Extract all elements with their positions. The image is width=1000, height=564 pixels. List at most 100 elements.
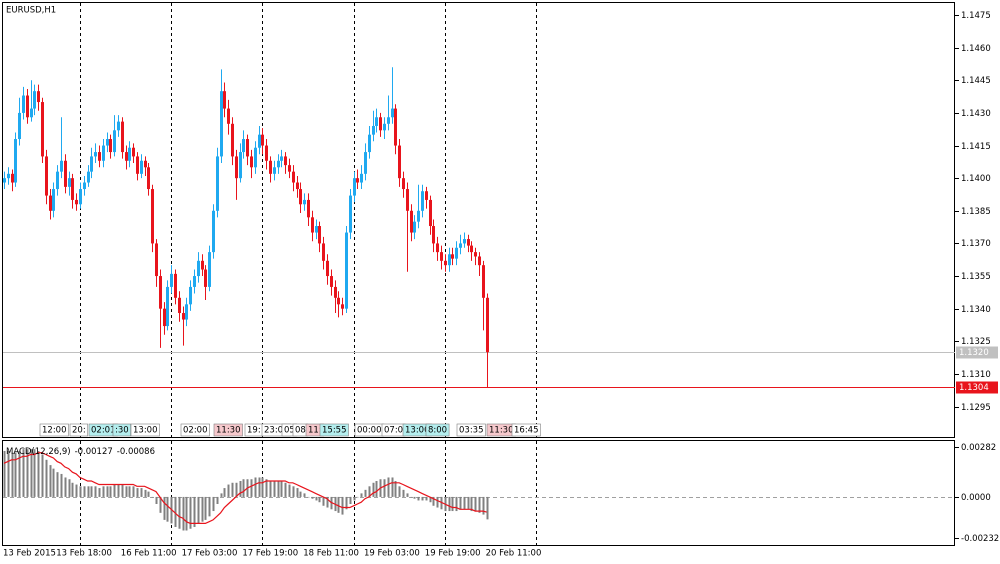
candle-body [296, 182, 299, 190]
macd-bar [303, 493, 306, 497]
candle-body [140, 160, 143, 174]
macd-bar [277, 481, 280, 497]
macd-bar [37, 450, 40, 497]
candle-body [337, 297, 340, 305]
macd-bar [410, 496, 413, 498]
level-label-box [956, 381, 998, 394]
event-label: 19: [247, 426, 261, 436]
macd-bar [147, 491, 150, 497]
macd-bar [83, 486, 86, 497]
macd-bar [223, 488, 226, 497]
macd-bar [136, 488, 139, 497]
candle-body [341, 304, 344, 309]
y-tick-label: 1.1460 [961, 44, 991, 54]
candle-body [402, 178, 405, 190]
macd-bar [128, 486, 131, 497]
candle-body [83, 182, 86, 190]
candle-body [216, 156, 219, 211]
candle-body [182, 313, 185, 320]
macd-bar [102, 486, 105, 497]
macd-bar [64, 477, 67, 497]
macd-bar [296, 488, 299, 497]
candle-body [170, 273, 173, 287]
macd-bar [163, 496, 166, 520]
event-label: 16:45 [514, 426, 539, 436]
event-label: 08 [295, 426, 306, 436]
candle-body [391, 108, 394, 118]
candle-body [292, 171, 295, 183]
macd-bar [455, 496, 458, 512]
macd-bar [7, 450, 10, 497]
candle-body [223, 91, 226, 109]
y-tick-label: 0.0000 [961, 493, 991, 503]
macd-bar [280, 481, 283, 497]
macd-bar [315, 496, 318, 501]
macd-bar [144, 489, 147, 497]
macd-bar [432, 496, 435, 506]
candle-body [22, 95, 25, 113]
macd-bar [451, 496, 454, 512]
y-tick-label: 1.1385 [961, 207, 991, 217]
candle-body [265, 145, 268, 161]
macd-bar [258, 477, 261, 497]
macd-bar [394, 481, 397, 497]
macd-bar [372, 482, 375, 497]
candle-body [151, 189, 154, 244]
x-tick-label: 17 Feb 19:00 [242, 549, 298, 559]
candle-body [125, 152, 128, 161]
macd-bar [368, 486, 371, 497]
candle-body [79, 189, 82, 205]
macd-bar [406, 493, 409, 497]
macd-bar [216, 496, 219, 504]
candle-body [379, 117, 382, 131]
macd-bar [22, 449, 25, 497]
macd-bar [174, 496, 177, 527]
macd-bar [307, 496, 310, 498]
candle-body [383, 123, 386, 131]
candle-body [398, 145, 401, 179]
macd-bar [311, 496, 314, 499]
candle-body [75, 199, 78, 205]
y-tick-label: 1.1370 [961, 239, 991, 249]
candle-body [220, 91, 223, 157]
macd-bar [94, 486, 97, 497]
candle-body [455, 247, 458, 259]
macd-bar [71, 482, 74, 497]
candle-body [98, 152, 101, 161]
macd-bar [375, 481, 378, 497]
event-label: 05 [284, 426, 295, 436]
candle-body [45, 156, 48, 196]
macd-bar [45, 459, 48, 497]
macd-bar [413, 496, 416, 499]
level-label: 1.1304 [959, 383, 989, 393]
macd-bar [3, 450, 6, 497]
candle-body [136, 156, 139, 174]
candle-body [64, 160, 67, 187]
candle-body [413, 221, 416, 233]
macd-bar [121, 484, 124, 497]
x-tick-label: 13 Feb 2015 [3, 549, 56, 559]
macd-bar [318, 496, 321, 503]
macd-bar [193, 496, 196, 527]
candle-body [242, 139, 245, 153]
macd-bar [87, 486, 90, 497]
macd-bar [326, 496, 329, 508]
macd-bar [387, 477, 390, 497]
macd-bar [349, 496, 352, 504]
macd-bar [474, 496, 477, 512]
macd-bar [470, 496, 473, 512]
candle-body [166, 286, 169, 327]
candle-body [201, 260, 204, 270]
candle-body [318, 226, 321, 244]
macd-bar [398, 486, 401, 497]
macd-bar [52, 468, 55, 497]
macd-bar [459, 496, 462, 510]
candle-body [197, 260, 200, 277]
candle-body [246, 139, 249, 157]
macd-bar [448, 496, 451, 512]
macd-bar [299, 491, 302, 497]
macd-bar [227, 484, 230, 497]
candle-body [417, 210, 420, 222]
